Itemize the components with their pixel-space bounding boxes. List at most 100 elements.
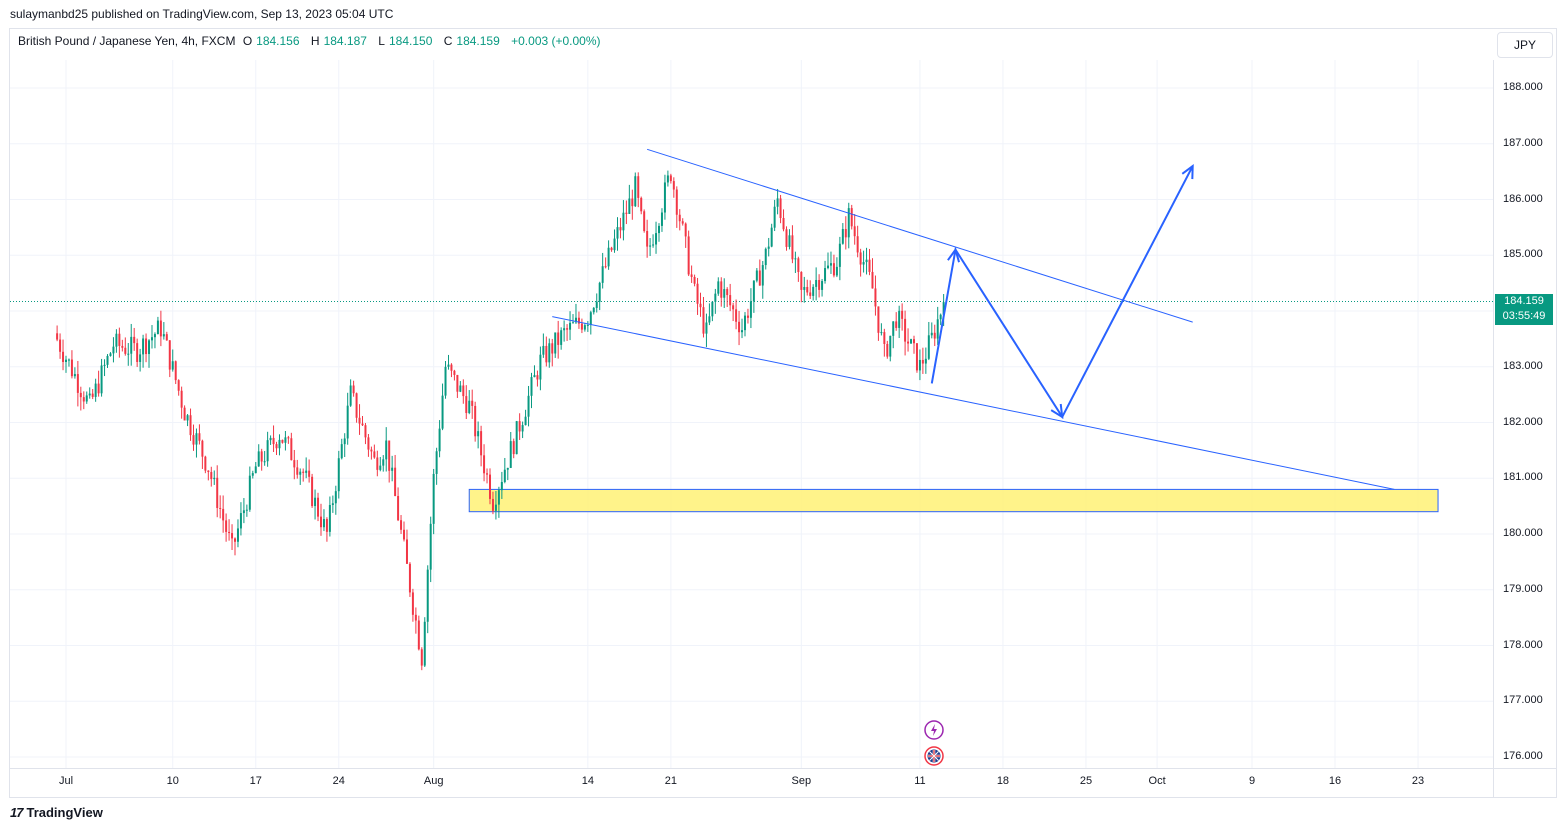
candle-body	[459, 385, 462, 392]
candle-body	[844, 229, 847, 238]
candle-body	[281, 439, 284, 443]
candle-body	[904, 318, 907, 342]
candle-body	[305, 470, 308, 473]
candle-body	[889, 335, 892, 357]
candle-body	[856, 236, 859, 253]
candle-body	[76, 374, 79, 393]
candle-body	[643, 211, 646, 232]
time-tick-label: 21	[664, 775, 677, 787]
candle-body	[542, 345, 545, 355]
price-tick-label: 186.000	[1503, 192, 1543, 205]
candle-body	[738, 321, 741, 333]
candle-body	[287, 437, 290, 439]
candle-body	[245, 509, 248, 511]
candle-body	[85, 395, 88, 402]
candle-body	[503, 469, 506, 482]
currency-button[interactable]: JPY	[1497, 32, 1553, 58]
candle-body	[248, 475, 251, 510]
price-tick-label: 179.000	[1503, 582, 1543, 595]
projection-arrowhead	[947, 247, 960, 263]
projection-arrowhead	[1181, 164, 1194, 180]
candle-body	[785, 229, 788, 247]
candle-body	[414, 614, 417, 621]
candle-body	[616, 227, 619, 239]
candle-body	[497, 490, 500, 505]
candle-body	[663, 182, 666, 213]
price-tick-label: 187.000	[1503, 136, 1543, 149]
candle-body	[186, 415, 189, 421]
candle-body	[334, 491, 337, 504]
candle-body	[815, 279, 818, 287]
price-tick-label: 180.000	[1503, 527, 1543, 539]
candle-body	[800, 271, 803, 290]
candle-body	[168, 340, 171, 370]
candle-body	[358, 417, 361, 424]
candle-body	[530, 377, 533, 396]
candle-body	[794, 258, 797, 260]
candle-body	[284, 437, 287, 443]
candle-body	[927, 335, 930, 359]
candle-body	[477, 431, 480, 437]
candle-body	[566, 328, 569, 330]
candle-body	[859, 252, 862, 265]
candle-body	[82, 397, 85, 402]
candle-body	[260, 451, 263, 462]
candle-body	[88, 393, 91, 396]
price-tick-label: 176.000	[1503, 750, 1543, 762]
candle-body	[660, 212, 663, 226]
time-tick-label: Sep	[791, 775, 812, 787]
candle-body	[601, 266, 604, 283]
time-tick-label: 17	[249, 775, 262, 787]
candle-body	[483, 455, 486, 474]
price-tick-label: 177.000	[1503, 694, 1543, 707]
candle-body	[640, 197, 643, 212]
symbol-legend: British Pound / Japanese Yen, 4h, FXCM O…	[18, 34, 609, 48]
candle-body	[133, 336, 136, 344]
change-value: +0.003 (+0.00%)	[511, 34, 601, 48]
candle-body	[675, 189, 678, 215]
candle-body	[474, 405, 477, 437]
time-tick-label: Jul	[58, 775, 74, 787]
candle-body	[912, 339, 915, 344]
candle-body	[275, 444, 278, 449]
candle-body	[658, 225, 660, 234]
candle-body	[782, 218, 785, 230]
candle-body	[153, 334, 156, 338]
candle-body	[219, 507, 222, 509]
candle-body	[296, 467, 299, 475]
candle-body	[97, 383, 100, 394]
candle-body	[743, 315, 746, 331]
candle-body	[669, 175, 672, 182]
candle-body	[803, 286, 806, 290]
candle-body	[103, 364, 106, 366]
candle-body	[524, 416, 527, 426]
candle-body	[106, 355, 109, 365]
candle-body	[693, 276, 696, 284]
candle-body	[435, 451, 438, 474]
candle-body	[735, 309, 738, 322]
candle-body	[649, 245, 652, 247]
candle-body	[210, 472, 213, 480]
candle-body	[637, 176, 640, 198]
candle-body	[812, 286, 815, 296]
candle-body	[628, 198, 631, 214]
candle-body	[198, 433, 201, 441]
candle-body	[666, 175, 669, 183]
candle-body	[328, 504, 331, 532]
candle-body	[506, 467, 509, 470]
candle-body	[770, 227, 773, 247]
candle-body	[346, 405, 349, 439]
upper-trendline	[646, 148, 1193, 323]
candle-body	[441, 395, 444, 429]
candle-body	[165, 334, 168, 341]
candle-body	[225, 520, 228, 532]
candle-body	[921, 359, 924, 364]
candle-body	[121, 345, 124, 348]
candle-body	[714, 293, 717, 302]
candle-body	[465, 396, 468, 414]
candle-body	[56, 333, 59, 340]
candle-body	[420, 649, 423, 666]
time-tick-label: 11	[914, 775, 926, 787]
candle-body	[847, 208, 850, 238]
